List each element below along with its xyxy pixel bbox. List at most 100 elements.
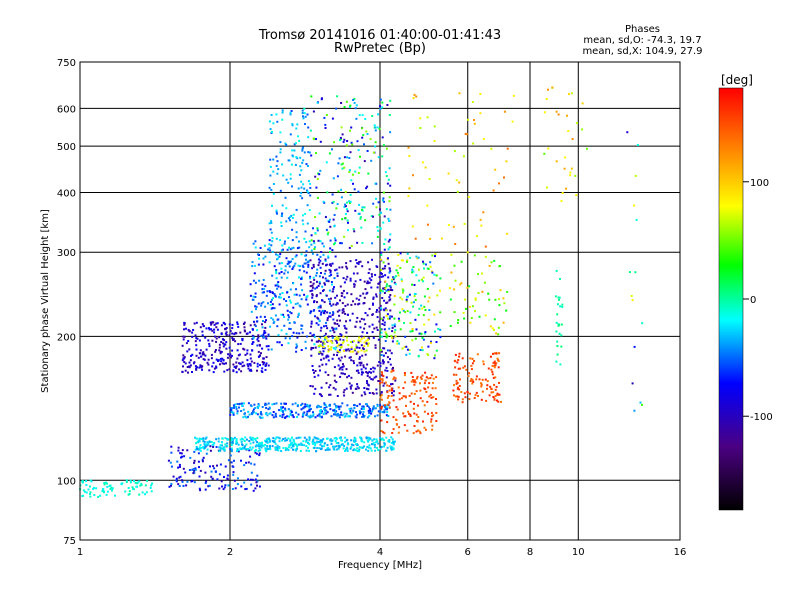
data-point — [291, 436, 293, 439]
data-point — [231, 354, 233, 357]
data-point — [366, 331, 369, 334]
data-point — [386, 446, 389, 449]
data-point — [287, 318, 290, 321]
data-point — [178, 463, 181, 466]
data-point — [377, 156, 380, 159]
data-point — [232, 473, 235, 476]
data-point — [314, 444, 317, 447]
data-point — [303, 293, 306, 296]
data-point — [213, 331, 216, 334]
data-point — [343, 138, 346, 141]
data-point — [313, 343, 316, 346]
data-point — [223, 448, 226, 451]
data-point — [187, 328, 190, 331]
data-point — [388, 267, 391, 270]
data-point — [453, 311, 456, 314]
data-point — [426, 287, 429, 290]
data-point — [305, 405, 308, 408]
data-point — [461, 357, 464, 360]
data-point — [315, 295, 318, 298]
data-point — [224, 443, 227, 446]
data-point — [376, 316, 379, 319]
data-point — [390, 352, 393, 355]
data-point — [134, 481, 137, 484]
data-point — [391, 326, 394, 329]
data-point — [366, 363, 369, 366]
data-point — [304, 212, 307, 215]
data-point — [325, 406, 328, 409]
data-point — [380, 419, 383, 422]
data-point — [103, 483, 106, 486]
data-point — [225, 334, 228, 336]
data-point — [396, 271, 399, 274]
data-point — [581, 102, 584, 105]
data-point — [215, 326, 218, 329]
data-point — [295, 332, 298, 335]
data-point — [414, 318, 417, 321]
data-point — [363, 345, 366, 347]
data-point — [196, 440, 199, 443]
data-point — [326, 311, 329, 314]
data-point — [306, 403, 309, 406]
data-point — [374, 141, 377, 144]
data-point — [238, 368, 241, 371]
data-point — [309, 312, 312, 315]
x-tick-label: 4 — [377, 547, 383, 558]
data-point — [258, 447, 261, 450]
data-point — [268, 437, 270, 440]
data-point — [312, 369, 315, 372]
data-point — [363, 341, 366, 344]
data-point — [419, 432, 422, 435]
data-point — [389, 363, 392, 366]
data-point — [303, 411, 306, 414]
data-point — [363, 387, 366, 389]
data-point — [428, 178, 431, 180]
data-point — [340, 356, 343, 359]
data-point — [125, 479, 128, 482]
data-point — [333, 403, 336, 406]
data-point — [236, 349, 239, 352]
data-point — [304, 115, 307, 118]
data-point — [230, 439, 233, 441]
data-point — [379, 258, 382, 261]
data-point — [338, 437, 341, 440]
data-point — [194, 448, 197, 451]
data-point — [103, 482, 106, 484]
data-point — [271, 440, 274, 443]
data-point — [362, 405, 365, 408]
data-point — [326, 437, 329, 440]
data-point — [329, 239, 332, 242]
data-point — [183, 360, 186, 363]
data-point — [457, 398, 460, 401]
data-point — [280, 450, 283, 452]
data-point — [266, 290, 269, 293]
data-point — [339, 346, 342, 349]
data-point — [233, 436, 236, 439]
data-point — [225, 327, 228, 329]
data-point — [349, 410, 352, 412]
data-point — [81, 480, 84, 483]
data-point — [408, 394, 411, 397]
data-point — [488, 264, 491, 267]
data-point — [347, 344, 350, 347]
data-point — [304, 347, 307, 350]
data-point — [381, 411, 384, 414]
data-point — [359, 155, 361, 158]
data-point — [306, 113, 309, 116]
data-point — [310, 95, 313, 98]
data-point — [398, 342, 400, 345]
data-point — [450, 253, 453, 256]
data-point — [313, 371, 315, 374]
data-point — [315, 186, 318, 189]
data-point — [364, 367, 367, 370]
data-point — [386, 356, 389, 359]
data-point — [323, 272, 326, 275]
data-point — [389, 184, 392, 187]
data-point — [491, 327, 494, 330]
data-point — [101, 488, 104, 491]
data-point — [492, 352, 494, 355]
data-point — [321, 285, 324, 288]
data-point — [366, 133, 369, 135]
data-point — [489, 355, 492, 358]
data-point — [127, 493, 130, 496]
